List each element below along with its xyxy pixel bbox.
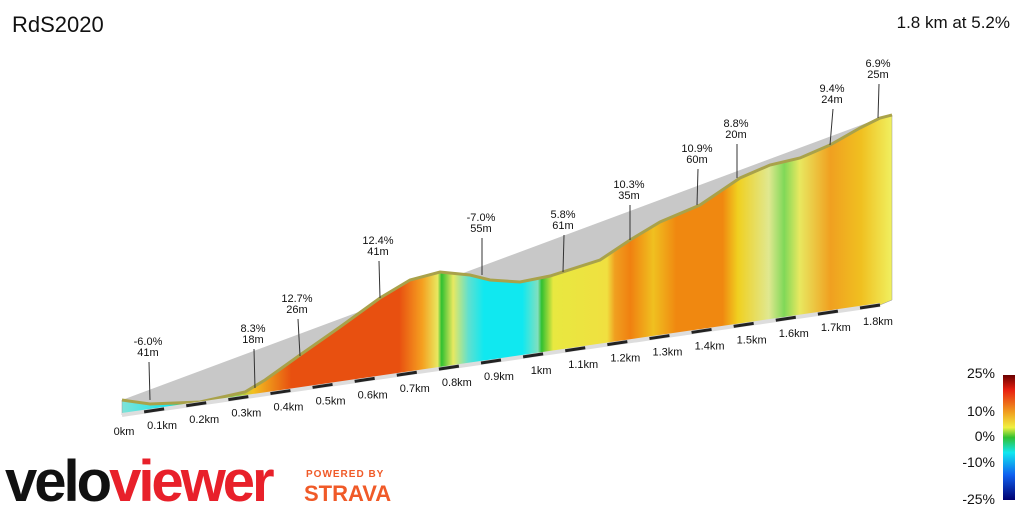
legend-label: -25% — [962, 491, 995, 507]
distance-label: 1.2km — [610, 353, 640, 365]
distance-tick — [480, 358, 502, 365]
distance-label: 1.7km — [821, 322, 851, 334]
distance-label: 1.3km — [652, 347, 682, 359]
distance-label: 1.5km — [737, 334, 767, 346]
summary: 1.8 km at 5.2% — [897, 13, 1010, 32]
powered-by: POWERED BY — [306, 469, 384, 480]
annotation-leader — [253, 348, 256, 389]
profile-top-edge — [121, 113, 893, 406]
annotation-grade: 8.3% — [240, 323, 265, 335]
distance-label: 1.4km — [695, 340, 725, 352]
annotation-length: 41m — [367, 246, 388, 258]
annotation-leader — [696, 168, 699, 206]
annotation-leader — [829, 108, 834, 146]
logo-dark: velo — [5, 449, 111, 512]
distance-tick — [396, 370, 418, 377]
distance-label: 1.8km — [863, 316, 893, 328]
distance-tick — [607, 340, 628, 347]
legend-label: -10% — [962, 454, 995, 470]
annotation-length: 55m — [470, 223, 491, 235]
distance-label: 0.4km — [273, 402, 303, 414]
distance-label: 0.8km — [442, 377, 472, 389]
distance-label: 0.9km — [484, 371, 514, 383]
annotation-grade: 6.9% — [865, 58, 890, 70]
distance-tick — [564, 346, 586, 353]
distance-label: 0.6km — [358, 389, 388, 401]
distance-tick — [228, 395, 249, 402]
annotation-grade: 5.8% — [550, 209, 575, 221]
annotation-leader — [297, 318, 301, 357]
distance-label: 0.1km — [147, 420, 177, 432]
distance-label: 0km — [114, 426, 135, 438]
annotation-grade: -7.0% — [467, 212, 496, 224]
logo-red: viewer — [109, 449, 274, 512]
annotation-leader — [877, 83, 880, 119]
legend-label: 0% — [975, 428, 995, 444]
annotation-grade: 12.4% — [362, 235, 393, 247]
legend-label: 25% — [967, 365, 995, 381]
annotation-leader — [378, 260, 381, 299]
distance-tick — [312, 382, 333, 389]
distance-tick — [354, 376, 375, 383]
distance-label: 1.6km — [779, 328, 809, 340]
annotation-leader — [148, 361, 151, 401]
distance-label: 0.7km — [400, 383, 430, 395]
legend-bar — [1003, 375, 1015, 500]
annotation-length: 41m — [137, 347, 158, 359]
distance-tick — [775, 315, 797, 322]
annotation-length: 18m — [242, 334, 263, 346]
annotation-grade: 9.4% — [819, 83, 844, 95]
distance-label: 1km — [531, 365, 552, 377]
logo: veloviewer — [5, 449, 274, 512]
annotation-length: 25m — [867, 69, 888, 81]
annotation-grade: 12.7% — [281, 293, 312, 305]
annotation-length: 60m — [686, 154, 707, 166]
distance-tick — [185, 401, 207, 408]
distance-tick — [859, 303, 881, 310]
legend-label: 10% — [967, 403, 995, 419]
annotation-grade: -6.0% — [134, 336, 163, 348]
distance-label: 1.1km — [568, 359, 598, 371]
annotation-length: 26m — [286, 304, 307, 316]
annotation-grade: 10.3% — [613, 179, 644, 191]
annotation-length: 24m — [821, 94, 842, 106]
distance-tick — [649, 334, 670, 341]
distance-tick — [522, 352, 544, 359]
annotation-grade: 10.9% — [681, 143, 712, 155]
distance-label: 0.5km — [316, 395, 346, 407]
distance-tick — [270, 389, 291, 396]
title: RdS2020 — [12, 12, 104, 37]
distance-tick — [691, 327, 712, 334]
annotation-grade: 8.8% — [723, 118, 748, 130]
strava: STRAVA — [304, 481, 391, 506]
annotation-leader — [562, 234, 565, 273]
annotation-length: 61m — [552, 220, 573, 232]
distance-tick — [438, 364, 460, 371]
distance-label: 0.2km — [189, 414, 219, 426]
distance-tick — [817, 309, 839, 316]
distance-label: 0.3km — [231, 408, 261, 420]
annotation-length: 35m — [618, 190, 639, 202]
distance-tick — [733, 321, 754, 328]
profile-side — [122, 115, 892, 415]
distance-tick — [143, 407, 165, 414]
annotation-length: 20m — [725, 129, 746, 141]
